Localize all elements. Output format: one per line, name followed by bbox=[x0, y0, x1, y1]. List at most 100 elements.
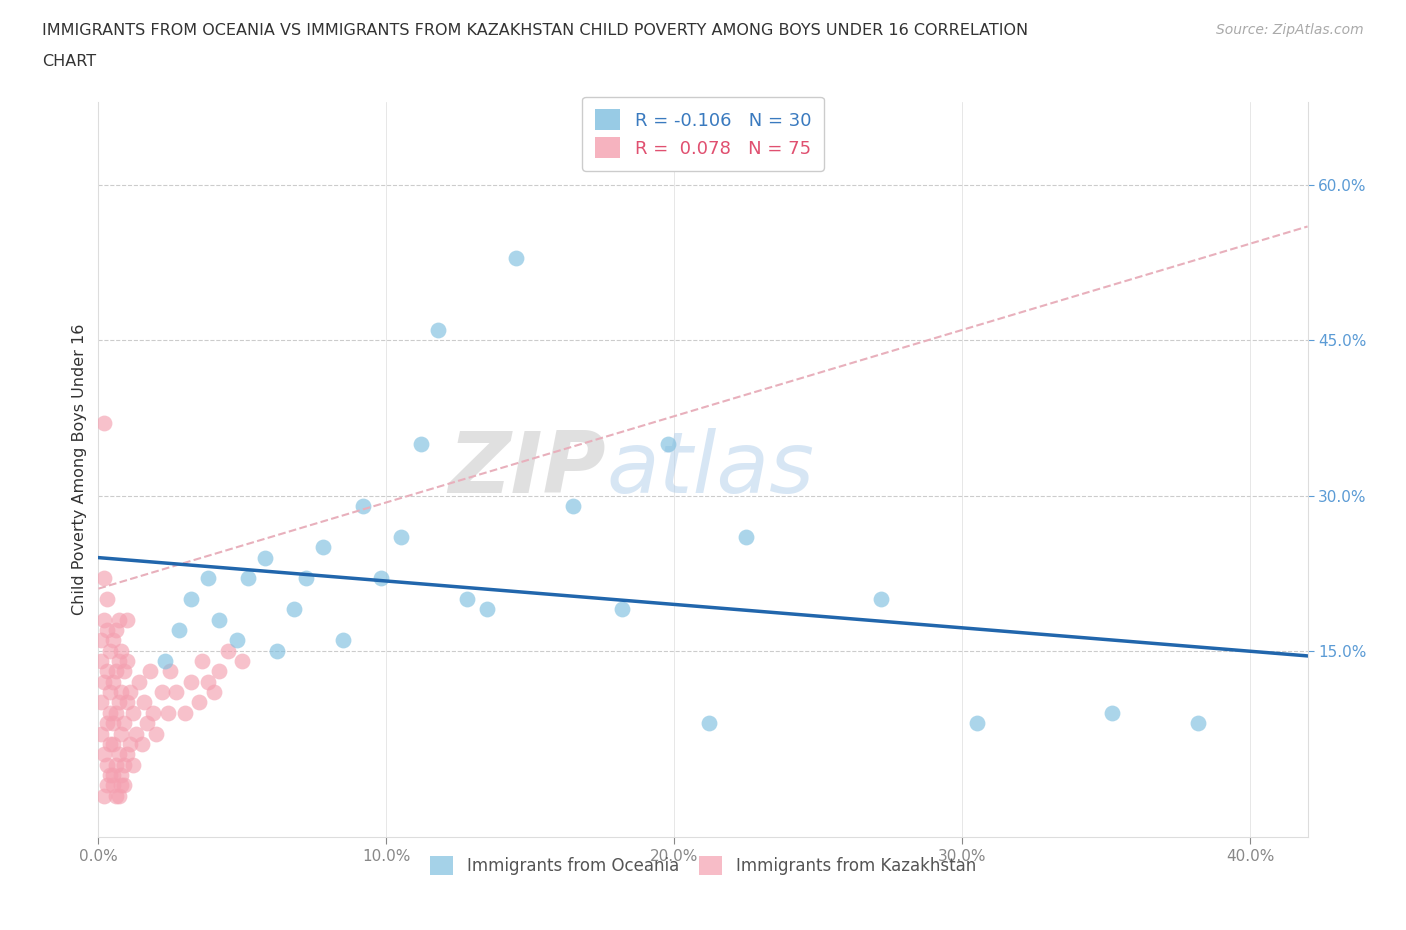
Point bbox=[104, 705, 127, 720]
Point bbox=[697, 716, 720, 731]
Point bbox=[101, 633, 124, 648]
Point bbox=[475, 602, 498, 617]
Point bbox=[93, 416, 115, 431]
Point bbox=[294, 571, 316, 586]
Point bbox=[96, 716, 118, 731]
Point bbox=[96, 777, 118, 792]
Text: ZIP: ZIP bbox=[449, 428, 606, 512]
Point bbox=[966, 716, 988, 731]
Point bbox=[191, 654, 214, 669]
Point bbox=[389, 529, 412, 544]
Point bbox=[110, 767, 132, 782]
Point bbox=[145, 726, 167, 741]
Point bbox=[90, 695, 112, 710]
Point bbox=[122, 757, 145, 772]
Point bbox=[409, 436, 432, 451]
Point bbox=[104, 757, 127, 772]
Point bbox=[112, 716, 135, 731]
Point bbox=[136, 716, 159, 731]
Point bbox=[104, 788, 127, 803]
Point bbox=[96, 757, 118, 772]
Point bbox=[735, 529, 758, 544]
Point bbox=[427, 323, 450, 338]
Point bbox=[167, 622, 190, 637]
Point bbox=[115, 654, 138, 669]
Point bbox=[197, 571, 219, 586]
Point bbox=[370, 571, 392, 586]
Point bbox=[115, 612, 138, 627]
Point bbox=[266, 644, 288, 658]
Point bbox=[98, 705, 121, 720]
Point bbox=[110, 777, 132, 792]
Point bbox=[112, 664, 135, 679]
Point bbox=[98, 684, 121, 699]
Point bbox=[98, 767, 121, 782]
Point bbox=[101, 737, 124, 751]
Point bbox=[96, 591, 118, 606]
Point bbox=[101, 777, 124, 792]
Point bbox=[93, 788, 115, 803]
Point bbox=[112, 777, 135, 792]
Point bbox=[90, 633, 112, 648]
Point bbox=[142, 705, 165, 720]
Point bbox=[134, 695, 156, 710]
Point bbox=[217, 644, 239, 658]
Point bbox=[115, 747, 138, 762]
Point bbox=[98, 737, 121, 751]
Point bbox=[231, 654, 253, 669]
Text: IMMIGRANTS FROM OCEANIA VS IMMIGRANTS FROM KAZAKHSTAN CHILD POVERTY AMONG BOYS U: IMMIGRANTS FROM OCEANIA VS IMMIGRANTS FR… bbox=[42, 23, 1028, 38]
Point bbox=[96, 664, 118, 679]
Point bbox=[153, 654, 176, 669]
Point bbox=[128, 674, 150, 689]
Point bbox=[110, 726, 132, 741]
Point bbox=[165, 684, 187, 699]
Point bbox=[870, 591, 893, 606]
Legend: Immigrants from Oceania, Immigrants from Kazakhstan: Immigrants from Oceania, Immigrants from… bbox=[423, 849, 983, 882]
Point bbox=[98, 644, 121, 658]
Point bbox=[93, 571, 115, 586]
Point bbox=[107, 695, 129, 710]
Point bbox=[107, 612, 129, 627]
Point bbox=[90, 726, 112, 741]
Point bbox=[101, 716, 124, 731]
Point bbox=[122, 705, 145, 720]
Point bbox=[180, 674, 202, 689]
Point bbox=[1187, 716, 1209, 731]
Point bbox=[254, 551, 277, 565]
Point bbox=[173, 705, 195, 720]
Point bbox=[101, 767, 124, 782]
Point bbox=[104, 622, 127, 637]
Point bbox=[110, 684, 132, 699]
Point bbox=[236, 571, 259, 586]
Point bbox=[107, 654, 129, 669]
Point bbox=[312, 539, 335, 554]
Point bbox=[505, 250, 527, 265]
Point bbox=[156, 705, 179, 720]
Point bbox=[197, 674, 219, 689]
Point bbox=[657, 436, 679, 451]
Point bbox=[612, 602, 634, 617]
Y-axis label: Child Poverty Among Boys Under 16: Child Poverty Among Boys Under 16 bbox=[72, 324, 87, 616]
Point bbox=[188, 695, 211, 710]
Point bbox=[225, 633, 247, 648]
Point bbox=[159, 664, 181, 679]
Point bbox=[112, 757, 135, 772]
Point bbox=[202, 684, 225, 699]
Point bbox=[107, 747, 129, 762]
Text: CHART: CHART bbox=[42, 54, 96, 69]
Point bbox=[352, 498, 374, 513]
Point bbox=[96, 622, 118, 637]
Point bbox=[150, 684, 173, 699]
Point bbox=[120, 737, 142, 751]
Point bbox=[131, 737, 153, 751]
Point bbox=[456, 591, 478, 606]
Point bbox=[180, 591, 202, 606]
Point bbox=[93, 747, 115, 762]
Point bbox=[93, 612, 115, 627]
Text: atlas: atlas bbox=[606, 428, 814, 512]
Point bbox=[562, 498, 585, 513]
Point bbox=[1101, 705, 1123, 720]
Point bbox=[104, 664, 127, 679]
Text: Source: ZipAtlas.com: Source: ZipAtlas.com bbox=[1216, 23, 1364, 37]
Point bbox=[125, 726, 148, 741]
